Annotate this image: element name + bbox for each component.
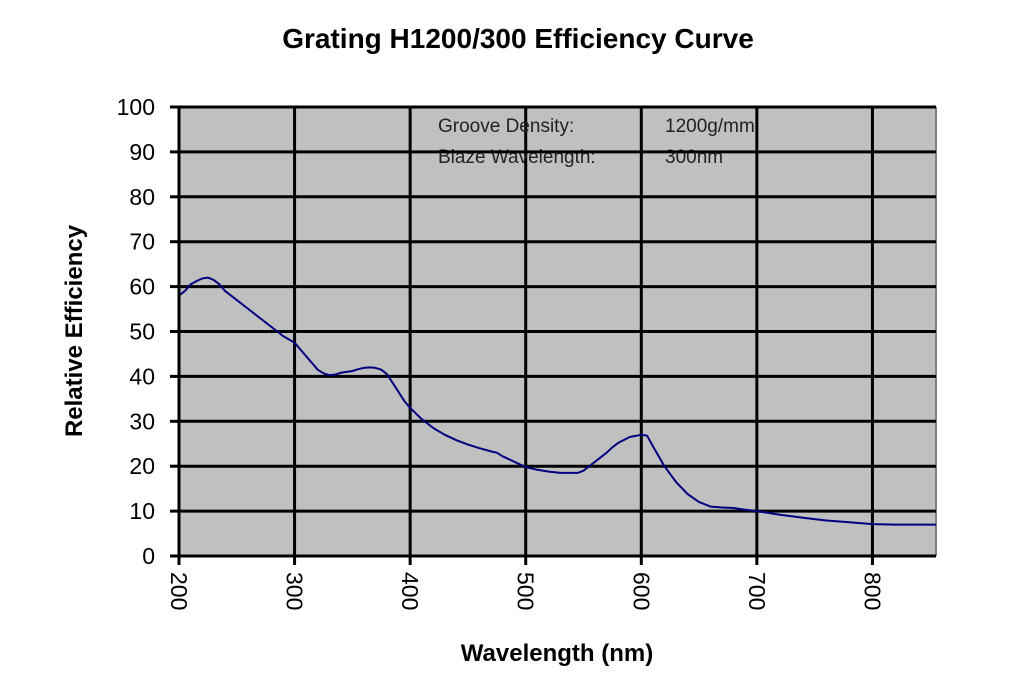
y-tick-label: 80 — [129, 184, 155, 210]
annotation-groove-density-value: 1200g/mm — [665, 116, 755, 137]
series-line-efficiency — [178, 276, 936, 526]
y-tick-label: 90 — [129, 139, 155, 165]
x-tick-label: 600 — [628, 572, 654, 610]
x-tick-label: 700 — [744, 572, 770, 610]
annotation-blaze-wavelength-value: 300nm — [665, 147, 723, 168]
annotation-groove-density-label: Groove Density: — [438, 116, 574, 137]
chart-title: Grating H1200/300 Efficiency Curve — [282, 23, 754, 54]
y-tick-label: 0 — [142, 543, 155, 569]
y-axis-label: Relative Efficiency — [61, 224, 88, 437]
y-tick-label: 20 — [129, 453, 155, 479]
y-tick-label: 50 — [129, 319, 155, 345]
x-tick-label: 800 — [859, 572, 885, 610]
y-tick-label: 30 — [129, 408, 155, 434]
x-tick-label: 200 — [166, 572, 192, 610]
y-tick-label: 70 — [129, 229, 155, 255]
y-axis-ticks: 0 10 20 30 40 50 60 70 80 90 100 — [117, 94, 179, 569]
gridlines-overlay — [179, 105, 936, 556]
annotation-blaze-wavelength-label: Blaze Wavelength: — [438, 147, 596, 168]
y-tick-label: 100 — [117, 94, 155, 120]
y-tick-label: 60 — [129, 274, 155, 300]
x-tick-label: 300 — [282, 572, 308, 610]
x-tick-label: 400 — [397, 572, 423, 610]
x-axis-ticks: 200 300 400 500 600 700 800 — [166, 556, 885, 610]
x-tick-label: 500 — [513, 572, 539, 610]
x-axis-label: Wavelength (nm) — [461, 640, 653, 667]
gridlines — [179, 107, 936, 556]
y-tick-label: 10 — [129, 498, 155, 524]
y-tick-label: 40 — [129, 363, 155, 389]
